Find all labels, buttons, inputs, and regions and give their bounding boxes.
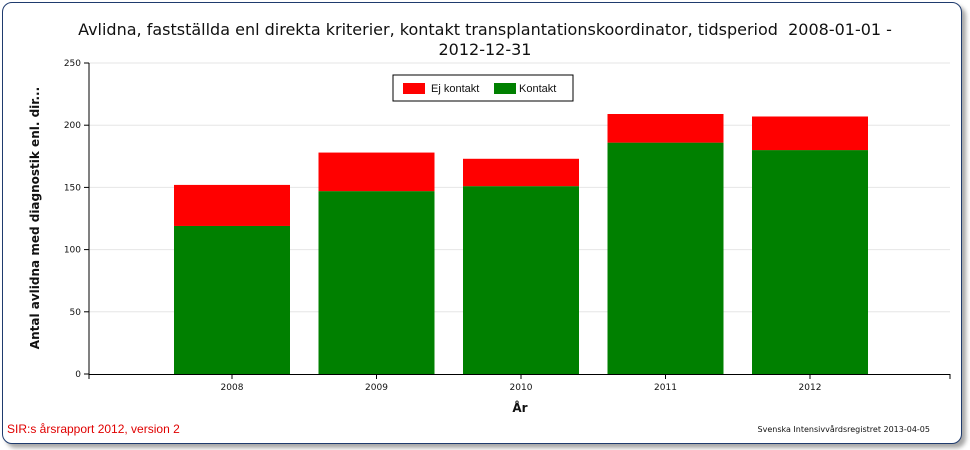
x-tick-label: 2008 xyxy=(221,383,244,393)
x-tick-label: 2012 xyxy=(799,383,822,393)
bar-ej-kontakt-2009 xyxy=(318,152,435,192)
bar-kontakt-2009 xyxy=(318,191,435,374)
y-tick-label: 250 xyxy=(64,59,81,69)
bars xyxy=(174,114,868,374)
bar-ej-kontakt-2010 xyxy=(463,158,579,187)
x-tick-label: 2009 xyxy=(365,383,388,393)
x-axis-title: År xyxy=(512,400,527,415)
bar-ej-kontakt-2008 xyxy=(174,184,290,226)
axes: 0 50 100 150 200 250 2008 2009 2010 2011 2012 xyxy=(64,59,951,393)
bar-ej-kontakt-2011 xyxy=(607,114,724,143)
y-tick-label: 200 xyxy=(64,121,81,131)
bar-kontakt-2012 xyxy=(752,150,868,374)
registry-date-label: Svenska Intensivvårdsregistret 2013-04-0… xyxy=(757,425,930,434)
x-tick-label: 2010 xyxy=(510,383,533,393)
bar-kontakt-2010 xyxy=(463,186,579,374)
bar-kontakt-2011 xyxy=(607,142,724,374)
y-tick-label: 0 xyxy=(75,370,81,380)
chart-title: Avlidna, fastställda enl direkta kriteri… xyxy=(78,20,898,59)
legend: Ej kontakt Kontakt xyxy=(392,74,574,102)
y-tick-label: 50 xyxy=(70,308,82,318)
report-version-label: SIR:s årsrapport 2012, version 2 xyxy=(7,422,180,436)
legend-swatch-ej-kontakt xyxy=(403,83,425,94)
legend-label-ej-kontakt: Ej kontakt xyxy=(431,83,479,95)
bar-ej-kontakt-2012 xyxy=(752,116,868,151)
legend-swatch-kontakt xyxy=(494,83,516,94)
y-tick-label: 150 xyxy=(64,183,81,193)
bar-kontakt-2008 xyxy=(174,225,290,374)
x-tick-label: 2011 xyxy=(654,383,677,393)
legend-label-kontakt: Kontakt xyxy=(519,83,556,95)
y-axis-title: Antal avlidna med diagnostik enl. dir... xyxy=(28,87,42,349)
y-tick-label: 100 xyxy=(64,246,81,256)
